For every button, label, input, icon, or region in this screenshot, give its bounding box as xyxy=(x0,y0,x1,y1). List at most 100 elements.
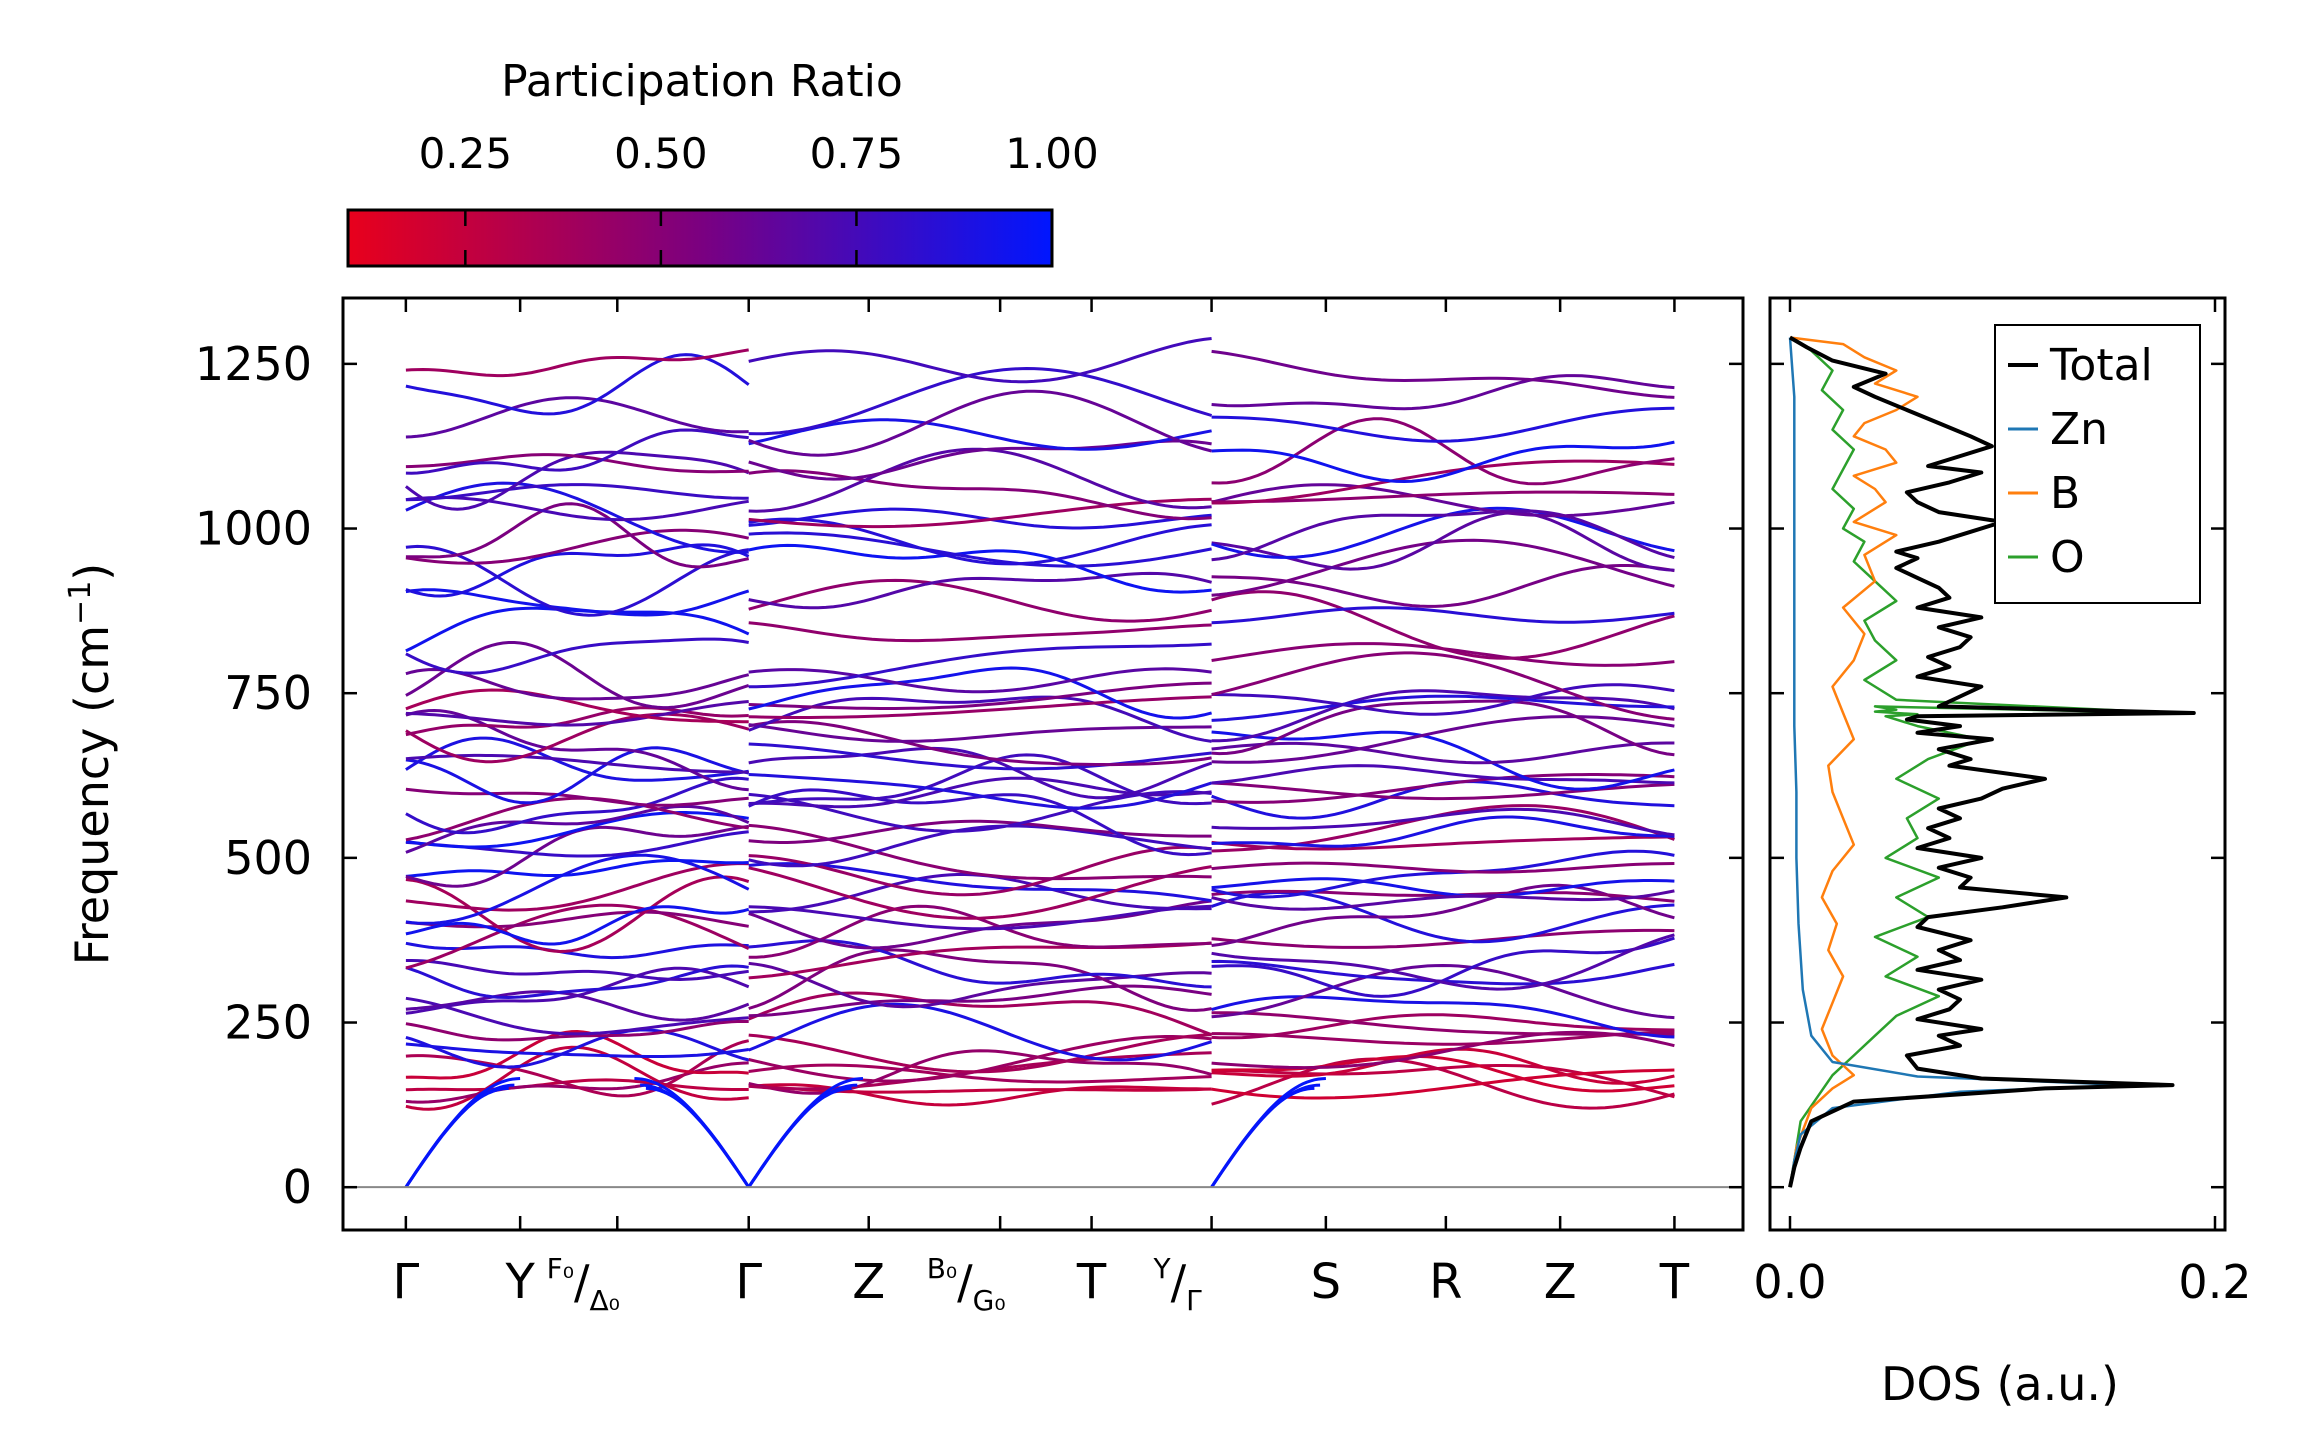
phonon-band xyxy=(748,681,1212,710)
phonon-band xyxy=(748,578,1212,623)
phonon-band xyxy=(748,667,1212,694)
phonon-band xyxy=(405,453,749,474)
phonon-band xyxy=(1211,509,1675,562)
phonon-band xyxy=(1211,349,1675,399)
phonon-band xyxy=(748,497,1212,529)
colorbar-gradient xyxy=(346,208,1054,268)
phonon-band xyxy=(748,517,1212,566)
dos-legend: Total Zn BO xyxy=(1994,324,2201,604)
phonon-band xyxy=(1211,764,1675,785)
phonon-band xyxy=(405,502,750,569)
phonon-band xyxy=(405,1028,750,1069)
acoustic-branch xyxy=(747,1083,858,1189)
phonon-band xyxy=(405,637,749,675)
phonon-band xyxy=(748,865,1212,920)
acoustic-branch xyxy=(1210,1086,1315,1189)
legend-label-zn: Zn xyxy=(2050,404,2108,455)
y-axis-label-unit-exponent: −1 xyxy=(63,581,98,625)
phonon-band xyxy=(748,337,1212,384)
phonon-band xyxy=(748,389,1212,457)
x-tick-label: Y xyxy=(504,1254,535,1310)
phonon-band xyxy=(748,543,1212,594)
phonon-band xyxy=(405,959,749,982)
phonon-band xyxy=(1211,741,1675,765)
dos-x-tick-label: 0.2 xyxy=(2178,1255,2251,1309)
phonon-band xyxy=(748,723,1212,743)
phonon-band xyxy=(748,1002,1213,1062)
phonon-band xyxy=(1211,730,1675,791)
acoustic-branch xyxy=(747,1086,852,1189)
phonon-band xyxy=(405,966,750,1015)
colorbar-tick-label: 0.50 xyxy=(614,129,708,178)
legend-label-o: O xyxy=(2050,532,2085,583)
phonon-band xyxy=(1211,1013,1675,1040)
phonon-band xyxy=(405,712,750,764)
y-tick-label: 750 xyxy=(224,666,312,720)
phonon-band xyxy=(405,964,749,1000)
phonon-band xyxy=(405,875,750,954)
dos-series-total xyxy=(1788,335,2196,1188)
band-plot-frame xyxy=(341,296,1745,1232)
phonon-band xyxy=(1211,963,1675,1020)
phonon-band xyxy=(405,1029,749,1080)
phonon-band xyxy=(1211,564,1675,608)
colorbar-title: Participation Ratio xyxy=(501,56,903,107)
phonon-band xyxy=(405,905,750,946)
y-tick-label: 0 xyxy=(283,1160,312,1214)
y-tick-label: 250 xyxy=(224,996,312,1050)
acoustic-branch xyxy=(634,1077,750,1189)
phonon-band xyxy=(405,688,749,724)
phonon-band xyxy=(1211,440,1675,484)
phonon-band xyxy=(748,1063,1212,1084)
phonon-band xyxy=(1211,490,1675,504)
phonon-band xyxy=(405,348,749,378)
phonon-band xyxy=(405,700,749,727)
phonon-band xyxy=(405,528,750,565)
x-tick-label: Γ xyxy=(392,1254,419,1310)
colorbar-tick-label: 0.75 xyxy=(810,129,904,178)
phonon-band xyxy=(405,483,749,502)
phonon-band xyxy=(1211,699,1675,757)
phonon-band xyxy=(1211,877,1675,898)
phonon-band xyxy=(405,396,749,439)
phonon-band xyxy=(405,544,749,617)
phonon-band xyxy=(1211,861,1675,874)
phonon-band xyxy=(748,1033,1212,1074)
phonon-band xyxy=(1211,815,1675,848)
phonon-band xyxy=(405,903,750,970)
x-tick-label: Z xyxy=(852,1254,885,1310)
phonon-band xyxy=(1211,606,1675,625)
x-tick-label: Y/Γ xyxy=(1152,1252,1202,1317)
phonon-band xyxy=(748,984,1212,1018)
phonon-band xyxy=(1211,417,1675,486)
phonon-band xyxy=(405,496,749,522)
acoustic-branch xyxy=(645,1086,750,1189)
phonon-band xyxy=(405,746,750,805)
acoustic-branch xyxy=(404,1083,515,1189)
phonon-band xyxy=(1211,1011,1675,1036)
phonon-band xyxy=(748,824,1212,868)
phonon-band xyxy=(1211,689,1675,743)
phonon-band xyxy=(748,790,1212,833)
y-tick-label: 1250 xyxy=(195,337,312,391)
phonon-band xyxy=(748,571,1212,610)
band-structure-panel: 0 250 500 750 1000 1250 Γ Y F₀/Δ₀ Γ Z B₀/G₀ T Y/Γ S R Z… xyxy=(63,296,1745,1317)
phonon-band xyxy=(748,695,1212,719)
phonon-band xyxy=(748,746,1213,800)
phonon-band xyxy=(748,531,1212,568)
phonon-band xyxy=(748,904,1212,931)
phonon-band xyxy=(405,996,749,1036)
phonon-band xyxy=(405,1042,749,1058)
y-axis-label-text: Frequency (cm xyxy=(65,625,119,965)
phonon-band xyxy=(405,776,749,835)
y-tick-label: 1000 xyxy=(195,502,312,556)
phonon-band xyxy=(748,991,1213,1037)
colorbar-tick-label: 1.00 xyxy=(1005,129,1099,178)
phonon-band xyxy=(748,439,1212,481)
colorbar: Participation Ratio 0.25 0.50 0.75 1.00 xyxy=(346,56,1099,268)
phonon-band xyxy=(1211,715,1675,764)
phonon-band xyxy=(748,447,1212,513)
phonon-band xyxy=(748,862,1212,903)
dos-series-zn xyxy=(1788,337,2132,1188)
phonon-band xyxy=(405,353,750,416)
